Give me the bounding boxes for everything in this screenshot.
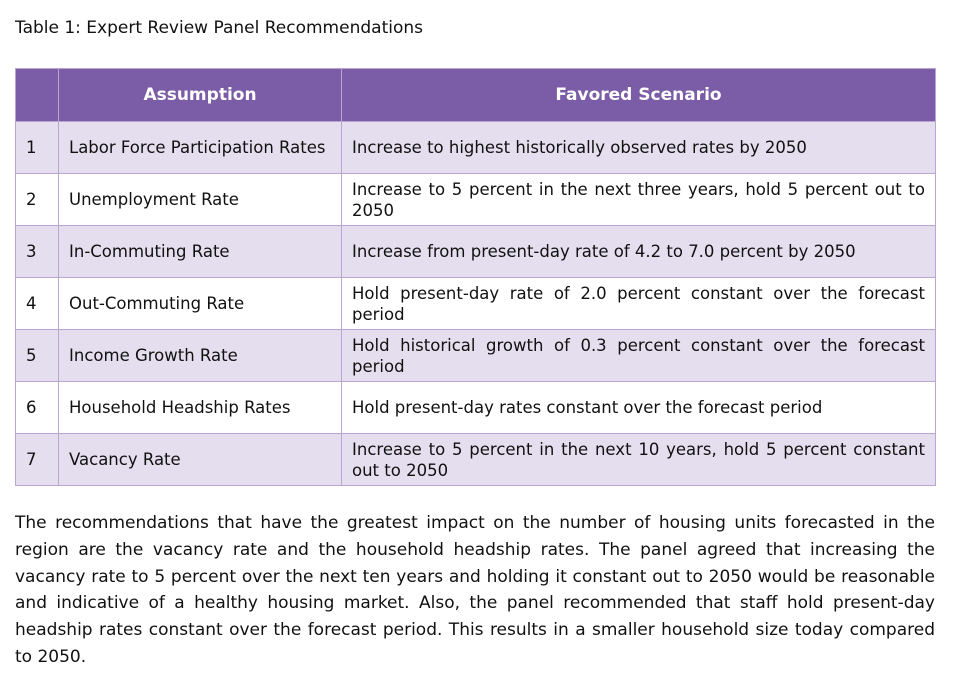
table-cell: Out-Commuting Rate — [58, 277, 342, 330]
table-cell: 2 — [15, 173, 59, 226]
table-cell: 3 — [15, 225, 59, 278]
table-cell: 6 — [15, 381, 59, 434]
header-row: Assumption Favored Scenario — [15, 68, 936, 122]
table-cell: 5 — [15, 329, 59, 382]
table-cell: Hold historical growth of 0.3 percent co… — [341, 329, 936, 382]
table-row: 1 Labor Force Participation Rates Increase… — [15, 121, 936, 174]
table-cell: Hold present-day rate of 2.0 percent con… — [341, 277, 936, 330]
table-cell: 4 — [15, 277, 59, 330]
table-row: 5 Income Growth Rate Hold historical growt… — [15, 329, 936, 382]
table-cell: 7 — [15, 433, 59, 486]
table-cell: Increase to 5 percent in the next 10 yea… — [341, 433, 936, 486]
table-cell: Vacancy Rate — [58, 433, 342, 486]
table-cell: Labor Force Participation Rates — [58, 121, 342, 174]
table-cell: Increase to highest historically observe… — [341, 121, 936, 174]
table-row: 2 Unemployment Rate Increase to 5 percent … — [15, 173, 936, 226]
table-cell: Hold present-day rates constant over the… — [341, 381, 936, 434]
header-cell: Favored Scenario — [341, 68, 936, 122]
recommendations-table: Assumption Favored Scenario 1 Labor Force… — [15, 68, 936, 486]
body-paragraph: The recommendations that have the greate… — [15, 513, 935, 667]
table-row: 6 Household Headship Rates Hold present-da… — [15, 381, 936, 434]
table-row: 4 Out-Commuting Rate Hold present-day rate… — [15, 277, 936, 330]
table-cell: In-Commuting Rate — [58, 225, 342, 278]
header-cell: Assumption — [58, 68, 342, 122]
table-caption: Table 1: Expert Review Panel Recommendat… — [15, 18, 423, 38]
table-cell: 1 — [15, 121, 59, 174]
table-cell: Household Headship Rates — [58, 381, 342, 434]
table-cell: Increase from present-day rate of 4.2 to… — [341, 225, 936, 278]
table-row: 3 In-Commuting Rate Increase from present-… — [15, 225, 936, 278]
table-cell: Unemployment Rate — [58, 173, 342, 226]
header-cell — [15, 68, 59, 122]
table-row: 7 Vacancy Rate Increase to 5 percent in th… — [15, 433, 936, 486]
table-cell: Income Growth Rate — [58, 329, 342, 382]
table-cell: Increase to 5 percent in the next three … — [341, 173, 936, 226]
